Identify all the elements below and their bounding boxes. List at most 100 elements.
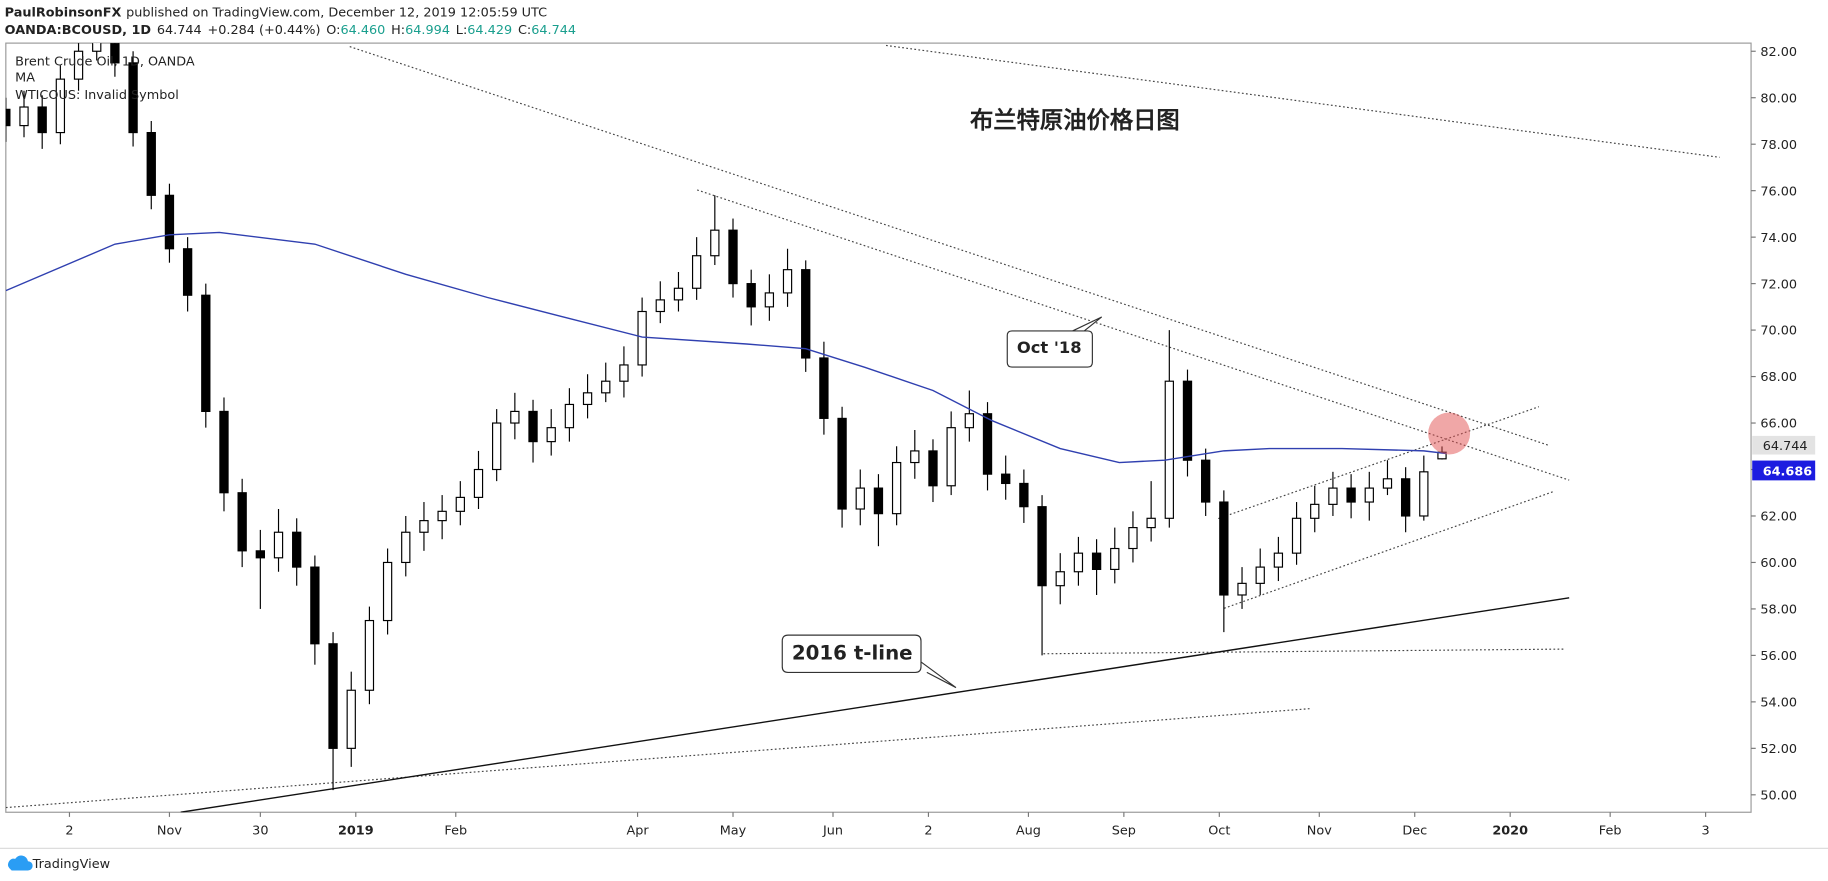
- plot-frame: [5, 42, 1752, 813]
- candle-body: [1273, 552, 1284, 568]
- x-tick-label: 30: [252, 823, 268, 838]
- candle-body: [1037, 506, 1047, 587]
- candle-body: [528, 410, 538, 443]
- channel-line: [1218, 406, 1540, 520]
- symbol: OANDA:BCOUSD, 1D: [5, 23, 151, 38]
- last-price-label: 64.744: [1763, 439, 1808, 454]
- x-tick-label: Dec: [1402, 823, 1427, 838]
- highlight-circle: [1428, 412, 1471, 455]
- candle-body: [255, 550, 266, 559]
- legend-ma: MA: [15, 71, 35, 86]
- candle-body: [891, 461, 902, 515]
- candle-body: [1237, 582, 1247, 596]
- candle-body: [92, 43, 102, 52]
- x-tick-label: Nov: [157, 823, 182, 838]
- candle-body: [1146, 517, 1156, 529]
- y-tick-label: 56.00: [1760, 649, 1797, 664]
- candle-body: [437, 510, 447, 522]
- candle-body: [237, 492, 247, 552]
- candle-body: [946, 427, 956, 487]
- candle-body: [346, 689, 356, 749]
- candle-body: [564, 403, 575, 429]
- candle-body: [1310, 503, 1320, 519]
- y-tick-label: 80.00: [1760, 91, 1797, 106]
- x-tick-label: Aug: [1016, 823, 1041, 838]
- candle-body: [764, 292, 775, 308]
- candle-body: [1346, 487, 1356, 503]
- change: +0.284 (+0.44%): [208, 23, 321, 38]
- candle-body: [1328, 487, 1338, 505]
- candle-body: [382, 561, 393, 622]
- trend-line: [885, 44, 1720, 158]
- candle-body: [964, 413, 975, 429]
- candle-body: [710, 229, 720, 257]
- plot: [5, 43, 1720, 813]
- candle-body: [364, 619, 375, 691]
- candle-body: [1400, 478, 1411, 517]
- y-tick-label: 76.00: [1760, 184, 1797, 199]
- candle-body: [1255, 566, 1265, 584]
- candle-body: [1128, 527, 1138, 550]
- candle-body: [837, 417, 847, 510]
- ma-price-label: 64.686: [1763, 465, 1813, 480]
- candle-body: [1164, 380, 1174, 519]
- candle-body: [619, 364, 629, 382]
- candle-body: [110, 43, 120, 64]
- candle-body: [1201, 459, 1211, 503]
- y-tick-label: 82.00: [1760, 45, 1797, 60]
- brand: TradingView: [32, 857, 110, 872]
- candle-body: [582, 392, 593, 406]
- candle-body: [310, 566, 320, 645]
- candle-body: [19, 106, 29, 127]
- candle-body: [182, 248, 193, 296]
- y-tick-label: 66.00: [1760, 417, 1797, 432]
- candle-body: [910, 450, 920, 464]
- ohlc-value: 64.994: [405, 23, 450, 38]
- candle-body: [873, 487, 884, 515]
- callout: [1006, 316, 1103, 368]
- y-tick-label: 58.00: [1760, 603, 1797, 618]
- published: published on TradingView.com, December 1…: [126, 5, 547, 20]
- y-tick-label: 52.00: [1760, 742, 1797, 757]
- y-tick-label: 70.00: [1760, 324, 1797, 339]
- x-tick-label: May: [720, 823, 747, 838]
- candle-body: [1091, 552, 1102, 571]
- x-tick-label: 3: [1702, 823, 1710, 838]
- candle-body: [819, 357, 829, 419]
- candle-body: [637, 310, 647, 366]
- ma-line: [5, 231, 1447, 464]
- ohlc-label: L:: [456, 23, 467, 38]
- y-tick-label: 62.00: [1760, 510, 1797, 525]
- x-tick-label: Jun: [822, 823, 843, 838]
- x-tick-label: Feb: [1599, 823, 1622, 838]
- x-tick-label: 2: [65, 823, 73, 838]
- t-line: [180, 597, 1570, 813]
- candle-body: [37, 106, 47, 134]
- candle-body: [1019, 482, 1029, 508]
- candle-body: [1110, 547, 1120, 571]
- candle-body: [5, 108, 11, 127]
- ohlc-label: O:: [326, 23, 340, 38]
- candle-body: [273, 531, 284, 559]
- candle-body: [73, 50, 84, 80]
- candle-body: [728, 229, 738, 285]
- candle-body: [601, 380, 611, 394]
- header-line-2: OANDA:BCOUSD, 1D 64.744 +0.284 (+0.44%) O:6…: [5, 23, 576, 38]
- x-tick-label: Oct: [1208, 823, 1230, 838]
- annotation: Oct '18: [1017, 338, 1082, 357]
- candle-body: [1419, 471, 1429, 517]
- ohlc-value: 64.429: [467, 23, 512, 38]
- candle-body: [201, 294, 211, 412]
- candle-body: [128, 62, 138, 134]
- candle-body: [401, 531, 411, 564]
- candle-body: [655, 299, 665, 313]
- candle-body: [673, 287, 684, 301]
- candle-body: [219, 410, 229, 494]
- header-line-1: PaulRobinsonFX published on TradingView.c…: [5, 5, 547, 20]
- candle-body: [746, 283, 756, 308]
- x-tick-label: 2019: [338, 823, 374, 838]
- candle-body: [419, 520, 429, 533]
- chart-title: 布兰特原油价格日图: [970, 106, 1180, 134]
